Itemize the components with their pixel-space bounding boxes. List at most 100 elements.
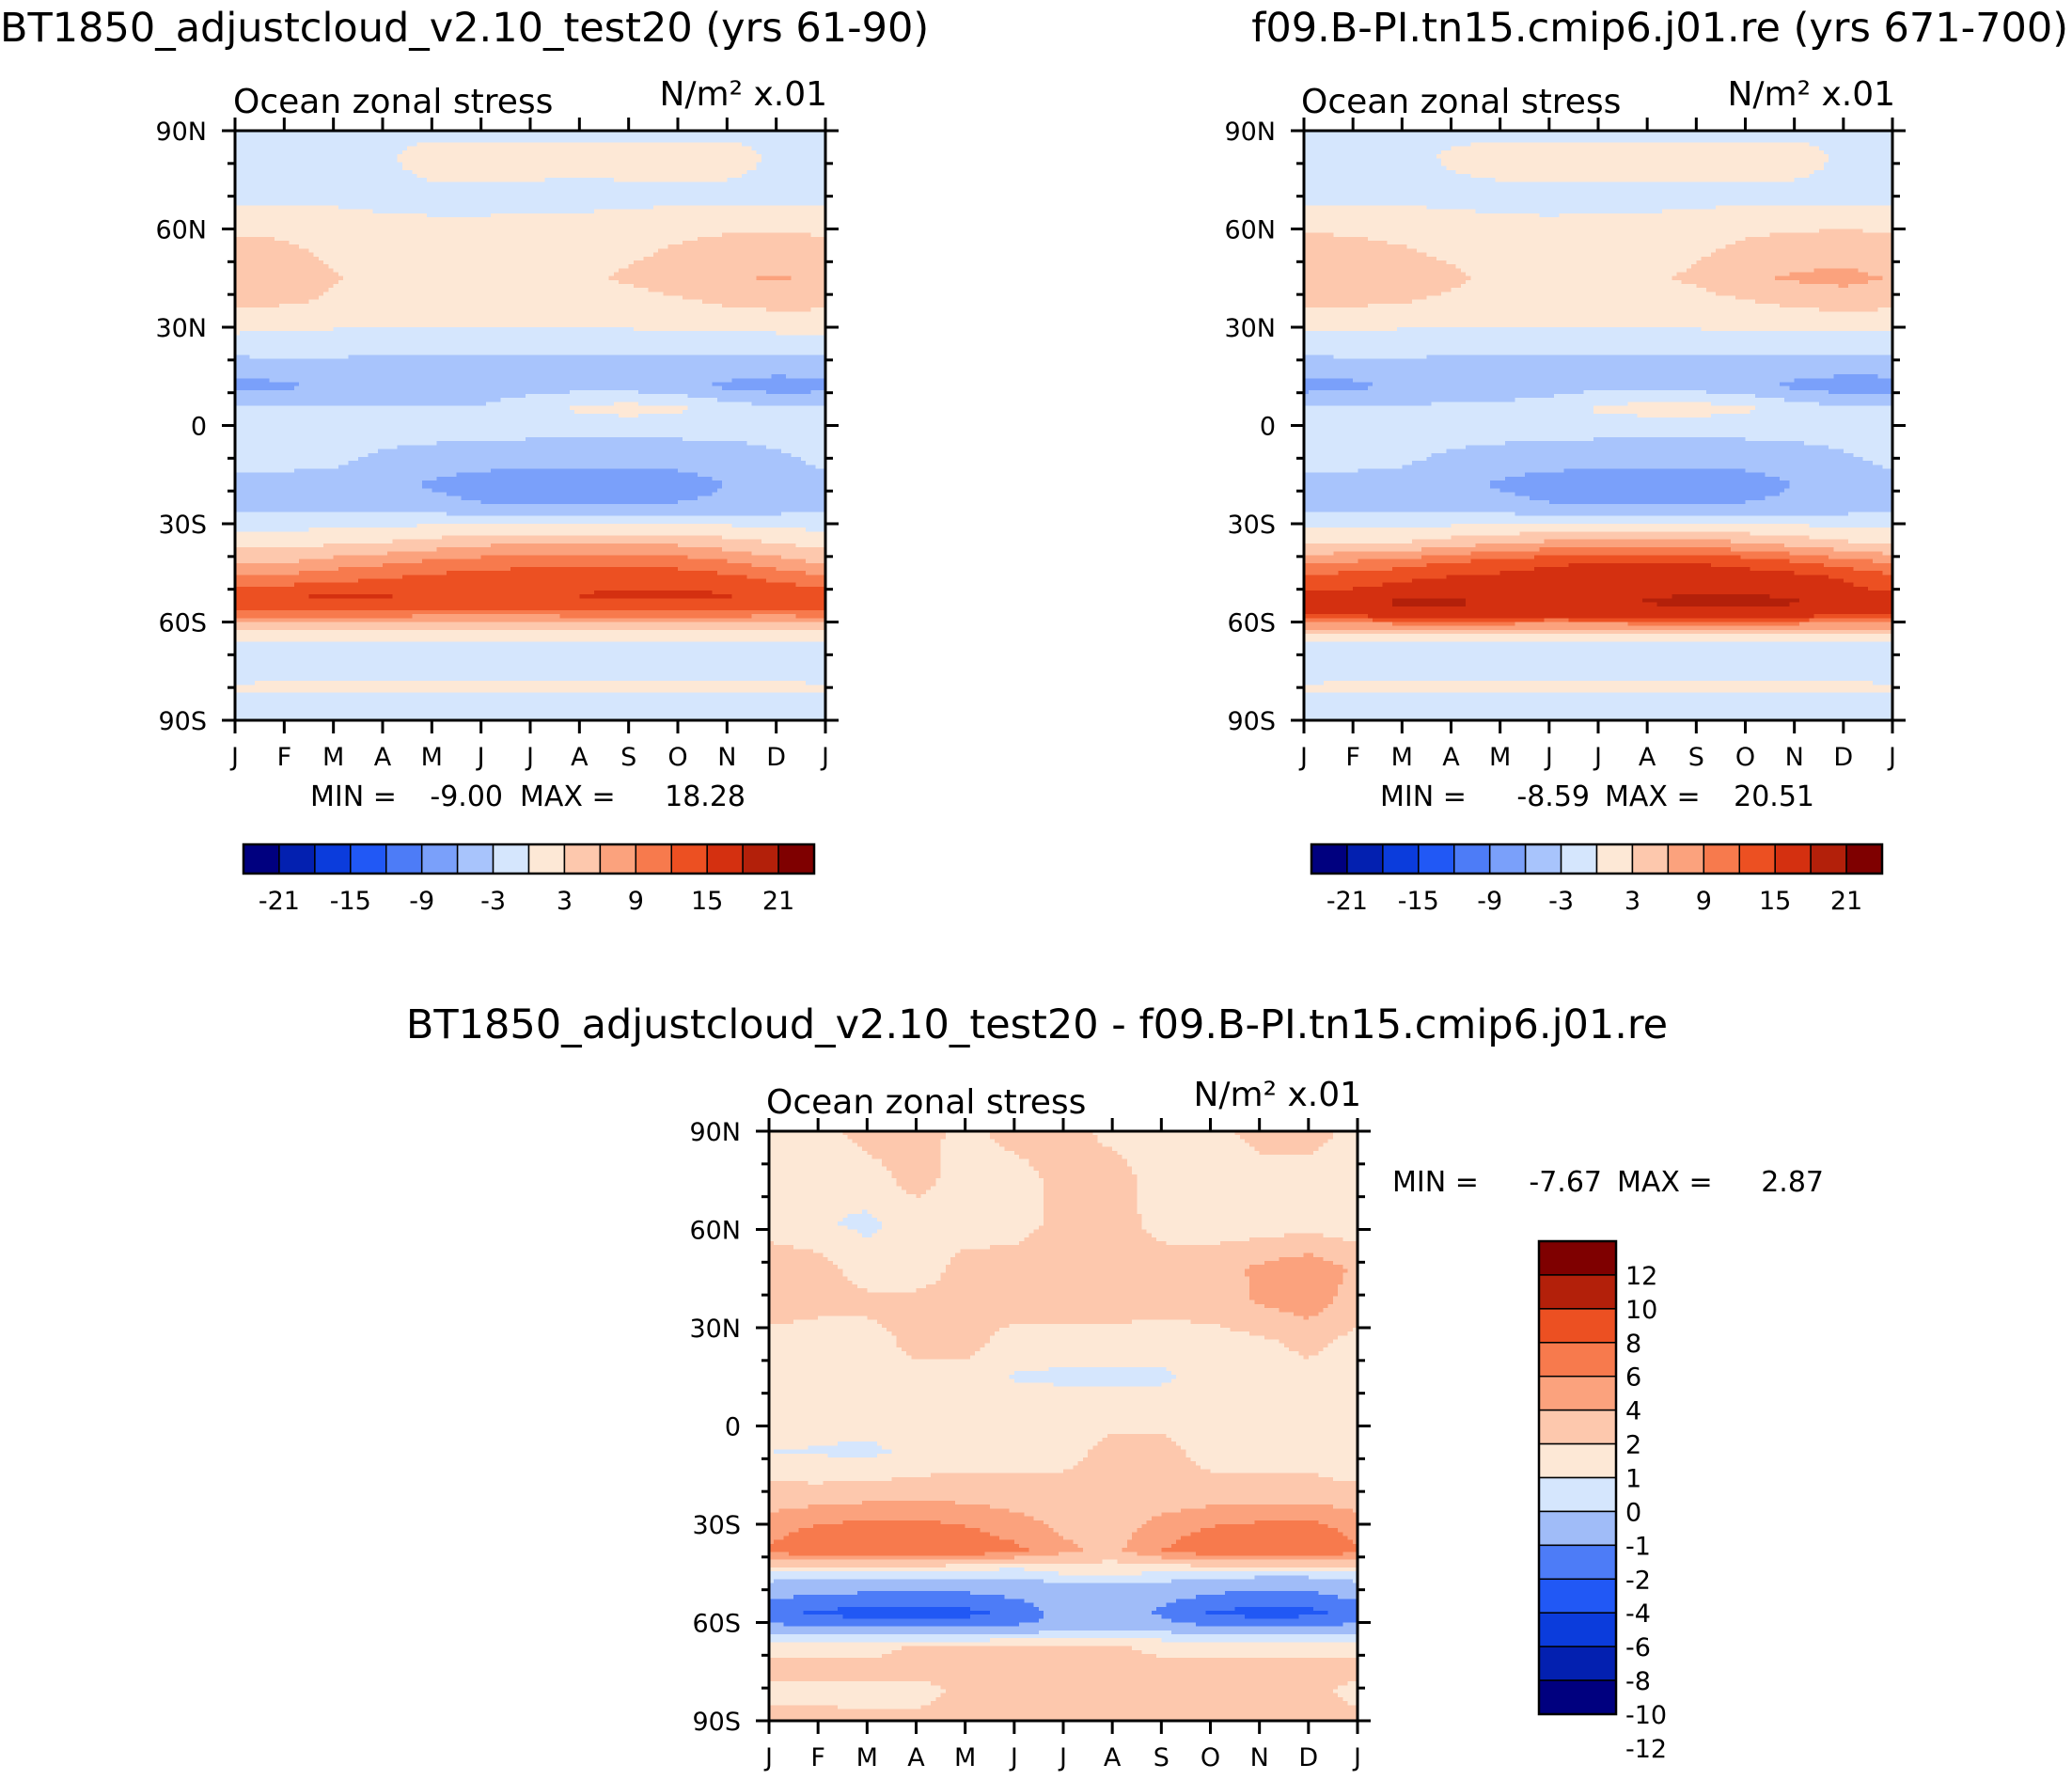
- contour-cell: [1342, 1237, 1358, 1242]
- contour-cell: [800, 456, 826, 462]
- contour-cell: [1342, 1622, 1358, 1628]
- contour-cell: [1499, 488, 1785, 494]
- contour-cell: [441, 535, 723, 541]
- contour-cell: [1342, 1272, 1358, 1278]
- contour-cell: [235, 185, 826, 191]
- contour-cell: [491, 468, 679, 474]
- contour-cell: [769, 1193, 918, 1199]
- contour-cell: [432, 488, 718, 494]
- contour-cell: [235, 609, 826, 615]
- colorbar-label: -9: [409, 887, 434, 916]
- contour-cell: [697, 496, 826, 501]
- contour-cell: [1304, 551, 1334, 557]
- contour-cell: [1347, 1681, 1358, 1687]
- colorbar-swatch: [1538, 1375, 1617, 1411]
- contour-cell: [1466, 445, 1829, 450]
- contour-cell: [876, 1441, 1099, 1447]
- contour-cell: [1446, 449, 1844, 454]
- contour-cell: [1249, 1237, 1344, 1242]
- contour-cell: [663, 291, 826, 297]
- contour-cell: [1019, 1155, 1123, 1159]
- contour-cell: [766, 389, 811, 395]
- contour-cell: [769, 1673, 1358, 1678]
- contour-cell: [935, 1696, 1344, 1702]
- colorbar-swatch: [1538, 1476, 1617, 1513]
- contour-cell: [1750, 409, 1893, 415]
- contour-cell: [397, 158, 762, 164]
- colorbar-label: 3: [557, 887, 573, 916]
- contour-cell: [416, 524, 733, 528]
- contour-cell: [769, 1390, 1358, 1395]
- x-tick-label: M: [421, 743, 443, 772]
- contour-cell: [235, 634, 826, 638]
- contour-cell: [235, 476, 438, 481]
- contour-field: [1304, 131, 1893, 721]
- contour-cell: [1170, 1543, 1358, 1549]
- contour-cell: [1077, 1461, 1197, 1466]
- colorbar-swatch: [1488, 843, 1527, 874]
- y-tick-label: 0: [191, 413, 207, 442]
- contour-cell: [397, 154, 762, 159]
- contour-cell: [1304, 461, 1413, 465]
- contour-cell: [1780, 303, 1893, 308]
- contour-cell: [235, 311, 826, 317]
- contour-cell: [619, 268, 826, 274]
- contour-cell: [766, 578, 826, 584]
- contour-cell: [1304, 472, 1526, 478]
- contour-cell: [235, 299, 310, 305]
- contour-cell: [1141, 1217, 1358, 1222]
- x-tick-label: D: [766, 743, 786, 772]
- contour-cell: [235, 465, 339, 470]
- contour-cell: [1304, 531, 1521, 537]
- x-tick-label: J: [525, 743, 534, 772]
- contour-cell: [776, 331, 826, 337]
- colorbar-swatch: [314, 843, 352, 874]
- y-tick-label: 60N: [155, 216, 207, 245]
- contour-cell: [761, 154, 826, 159]
- colorbar-swatch: [1631, 843, 1670, 874]
- contour-cell: [1304, 189, 1893, 195]
- colorbar-swatch: [1810, 843, 1847, 874]
- x-tick-label: A: [374, 743, 392, 772]
- contour-cell: [1338, 1335, 1358, 1341]
- contour-cell: [769, 1555, 1015, 1561]
- contour-cell: [769, 1186, 903, 1191]
- contour-cell: [1304, 331, 1893, 337]
- contour-cell: [769, 1241, 775, 1246]
- contour-cell: [920, 1193, 1044, 1199]
- contour-cell: [480, 555, 689, 560]
- contour-cell: [1304, 197, 1893, 202]
- contour-cell: [1141, 1649, 1358, 1655]
- contour-cell: [1862, 456, 1893, 462]
- contour-cell: [1304, 562, 1428, 568]
- contour-cell: [461, 496, 699, 501]
- contour-cell: [906, 1189, 927, 1195]
- contour-cell: [1166, 1602, 1358, 1608]
- contour-cell: [769, 1209, 863, 1215]
- contour-cell: [1304, 669, 1893, 674]
- y-tick-label: 60S: [1228, 609, 1277, 638]
- contour-cell: [1170, 1438, 1358, 1442]
- contour-cell: [795, 582, 826, 588]
- contour-cell: [1161, 1512, 1358, 1518]
- y-tick-label: 90S: [159, 707, 208, 736]
- contour-cell: [769, 1626, 1358, 1631]
- contour-cell: [1132, 1532, 1192, 1537]
- contour-cell: [1304, 158, 1442, 164]
- contour-cell: [1829, 445, 1893, 450]
- contour-cell: [1534, 555, 1741, 560]
- contour-cell: [1504, 441, 1805, 447]
- contour-cell: [235, 409, 575, 415]
- contour-cell: [1627, 402, 1712, 407]
- contour-cell: [769, 1300, 1256, 1305]
- contour-cell: [769, 1548, 1030, 1552]
- colorbar-swatch: [1738, 843, 1776, 874]
- contour-cell: [235, 154, 399, 159]
- colorbar-label: -21: [1326, 887, 1368, 916]
- contour-cell: [989, 1135, 1099, 1141]
- contour-cell: [1338, 1292, 1358, 1298]
- contour-cell: [235, 543, 324, 548]
- y-tick-label: 60S: [159, 609, 208, 638]
- contour-cell: [613, 178, 729, 183]
- panel-diff-units: N/m² x.01: [1193, 1076, 1361, 1114]
